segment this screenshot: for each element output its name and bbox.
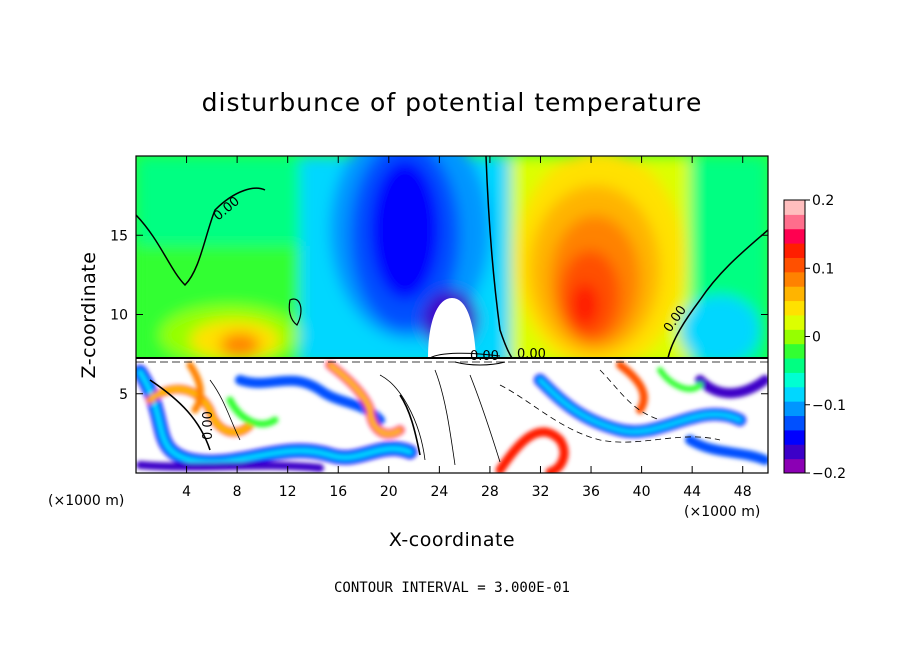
colorbar-frame bbox=[783, 199, 806, 474]
chart-title: disturbunce of potential temperature bbox=[202, 88, 703, 117]
contour-label: 0.00 bbox=[201, 411, 216, 440]
colorbar-swatch bbox=[784, 401, 805, 417]
contour-label: 0.00 bbox=[470, 349, 499, 364]
colorbar-swatch bbox=[784, 314, 805, 330]
y-tick-label: 15 bbox=[110, 228, 128, 244]
x-tick-label: 20 bbox=[380, 484, 398, 500]
x-tick-label: 32 bbox=[532, 484, 550, 500]
contour-interval-note: CONTOUR INTERVAL = 3.000E-01 bbox=[334, 580, 570, 596]
contour-line bbox=[667, 229, 768, 358]
contour-line bbox=[136, 187, 266, 287]
x-axis: 4 8 12 16 20 24 28 32 36 40 44 48 bbox=[182, 156, 752, 500]
x-unit-left: (×1000 m) bbox=[48, 493, 124, 509]
colorbar-swatch bbox=[784, 243, 805, 258]
colorbar-swatch bbox=[784, 271, 805, 287]
x-tick-label: 8 bbox=[233, 484, 242, 500]
x-tick-label: 12 bbox=[279, 484, 297, 500]
colorbar-swatch bbox=[784, 358, 805, 373]
colorbar-swatch bbox=[784, 415, 805, 431]
contour-label: 0.00 bbox=[517, 347, 546, 362]
colorbar-swatch bbox=[784, 386, 805, 402]
colorbar-swatch bbox=[784, 300, 805, 316]
x-tick-label: 36 bbox=[582, 484, 600, 500]
colorbar-tick-label: −0.2 bbox=[812, 466, 846, 482]
y-axis: 5 10 15 bbox=[110, 228, 768, 403]
colorbar-swatch bbox=[784, 444, 805, 460]
colorbar-tick-label: −0.1 bbox=[812, 398, 846, 414]
x-tick-label: 28 bbox=[481, 484, 499, 500]
colorbar-swatch bbox=[784, 343, 805, 359]
x-unit-right: (×1000 m) bbox=[684, 504, 760, 520]
colorbar-tick-label: 0.1 bbox=[812, 261, 834, 277]
colorbar-swatch bbox=[784, 214, 805, 230]
x-tick-label: 40 bbox=[633, 484, 651, 500]
colorbar-swatch bbox=[784, 372, 805, 388]
x-tick-label: 48 bbox=[734, 484, 752, 500]
lower-field: 0.00 bbox=[136, 358, 768, 473]
colorbar-swatch bbox=[784, 228, 805, 244]
x-tick-label: 44 bbox=[683, 484, 701, 500]
x-tick-label: 24 bbox=[430, 484, 448, 500]
colorbar: 0.2 0.1 0 −0.1 −0.2 bbox=[784, 193, 846, 482]
y-tick-label: 5 bbox=[119, 387, 128, 403]
contour-line bbox=[288, 298, 302, 326]
x-axis-label: X-coordinate bbox=[389, 529, 515, 551]
x-tick-label: 4 bbox=[182, 484, 191, 500]
colorbar-swatch bbox=[784, 458, 805, 474]
contour-line bbox=[485, 156, 513, 358]
warm-white-core bbox=[428, 298, 476, 358]
y-tick-label: 10 bbox=[110, 308, 128, 324]
colorbar-swatch bbox=[784, 429, 805, 445]
upper-field: 0.00 0.00 bbox=[136, 156, 768, 358]
colorbar-swatch bbox=[784, 200, 805, 215]
plot-area: 0.00 0.00 bbox=[136, 156, 768, 473]
colorbar-swatch bbox=[784, 257, 805, 273]
colorbar-swatch bbox=[784, 286, 805, 302]
y-axis-label: Z-coordinate bbox=[78, 252, 100, 379]
x-tick-label: 16 bbox=[329, 484, 347, 500]
colorbar-tick-label: 0 bbox=[812, 330, 821, 346]
colorbar-tick-label: 0.2 bbox=[812, 193, 834, 209]
colorbar-swatch bbox=[784, 329, 805, 345]
interface-lines bbox=[136, 352, 768, 366]
